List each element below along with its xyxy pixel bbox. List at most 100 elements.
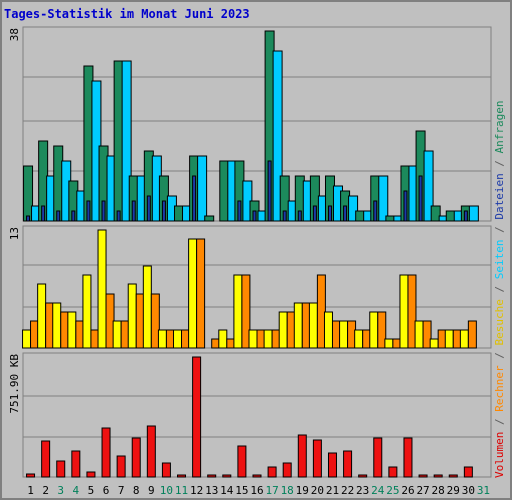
bar-visits-besuche-day-14 — [218, 329, 228, 349]
bar-visits-besuche-day-10 — [157, 329, 167, 349]
bar-hits-dateien-day-24 — [378, 175, 389, 222]
bar-hits-seiten-day-9 — [146, 195, 151, 222]
bar-volume-volumen-day-29 — [448, 474, 458, 478]
bar-hits-seiten-day-21 — [327, 205, 332, 222]
day-label-26: 26 — [401, 484, 414, 497]
bar-visits-besuche-day-12 — [188, 238, 198, 349]
bar-volume-volumen-day-25 — [388, 466, 398, 478]
bar-volume-volumen-day-2 — [41, 440, 51, 478]
plot-area-volume — [22, 352, 492, 478]
bar-hits-seiten-day-30 — [463, 210, 468, 222]
bar-volume-volumen-day-15 — [237, 445, 247, 478]
bar-volume-volumen-day-17 — [267, 466, 277, 478]
day-label-21: 21 — [326, 484, 339, 497]
legend-part-separator-9: / — [493, 153, 506, 173]
bar-hits-seiten-day-7 — [116, 210, 121, 222]
bar-visits-besuche-day-28 — [429, 338, 439, 349]
day-label-29: 29 — [447, 484, 460, 497]
bar-hits-seiten-day-16 — [252, 210, 257, 222]
bar-hits-seiten-day-15 — [237, 200, 242, 222]
day-label-5: 5 — [88, 484, 95, 497]
legend-part-seiten: Seiten — [493, 240, 506, 280]
bar-hits-dateien-day-17 — [272, 50, 283, 222]
bar-visits-besuche-day-25 — [384, 338, 394, 349]
day-label-6: 6 — [103, 484, 110, 497]
legend-part-rechner: Rechner — [493, 365, 506, 412]
day-label-13: 13 — [205, 484, 218, 497]
day-label-1: 1 — [27, 484, 34, 497]
day-label-20: 20 — [311, 484, 324, 497]
day-label-12: 12 — [190, 484, 203, 497]
legend-part-separator-1: / — [493, 412, 506, 432]
bar-volume-volumen-day-1 — [26, 473, 36, 478]
bar-hits-anfragen-day-28 — [430, 205, 441, 222]
day-label-15: 15 — [235, 484, 248, 497]
chart-title: Tages-Statistik im Monat Juni 2023 — [4, 7, 250, 21]
series-legend-label: Volumen / Rechner / Besuche / Seiten / D… — [493, 100, 506, 478]
bar-hits-dateien-day-30 — [468, 205, 479, 222]
bar-hits-dateien-day-7 — [121, 60, 132, 222]
day-label-25: 25 — [386, 484, 399, 497]
bar-visits-besuche-day-22 — [339, 320, 349, 349]
legend-part-volumen: Volumen — [493, 432, 506, 478]
bar-hits-seiten-day-8 — [131, 200, 136, 222]
bar-visits-besuche-day-29 — [444, 329, 454, 349]
day-label-24: 24 — [371, 484, 385, 497]
bar-hits-seiten-day-6 — [101, 200, 106, 222]
bar-visits-rechner-day-24 — [377, 311, 387, 349]
bar-hits-seiten-day-20 — [312, 205, 317, 222]
bar-hits-seiten-day-3 — [56, 210, 61, 222]
day-label-23: 23 — [356, 484, 369, 497]
day-label-18: 18 — [281, 484, 294, 497]
bar-hits-seiten-day-4 — [71, 210, 76, 222]
bar-visits-besuche-day-6 — [97, 229, 107, 349]
bar-hits-anfragen-day-13 — [204, 215, 215, 222]
y-max-label-visits: 13 — [8, 227, 21, 240]
bar-hits-seiten-day-27 — [418, 175, 423, 222]
bar-volume-volumen-day-20 — [312, 439, 322, 478]
bar-visits-besuche-day-21 — [323, 311, 333, 349]
bar-volume-volumen-day-7 — [116, 455, 126, 478]
bar-volume-volumen-day-5 — [86, 471, 96, 478]
bar-hits-seiten-day-1 — [26, 215, 31, 222]
bar-volume-volumen-day-12 — [192, 356, 202, 478]
legend-part-separator-5: / — [493, 279, 506, 299]
bar-visits-besuche-day-15 — [233, 274, 243, 349]
bar-visits-besuche-day-8 — [127, 283, 137, 349]
bar-volume-volumen-day-11 — [177, 474, 187, 478]
day-label-7: 7 — [118, 484, 125, 497]
bar-visits-besuche-day-3 — [52, 302, 62, 349]
day-label-17: 17 — [265, 484, 278, 497]
day-label-30: 30 — [462, 484, 475, 497]
bar-volume-volumen-day-9 — [146, 425, 156, 478]
bar-visits-rechner-day-12 — [196, 238, 206, 349]
bar-visits-rechner-day-26 — [407, 274, 417, 349]
day-label-22: 22 — [341, 484, 354, 497]
legend-part-dateien: Dateien — [493, 173, 506, 219]
day-label-28: 28 — [432, 484, 445, 497]
bar-volume-volumen-day-28 — [433, 474, 443, 478]
bar-visits-besuche-day-1 — [22, 329, 32, 349]
bar-visits-rechner-day-9 — [150, 293, 160, 349]
day-label-3: 3 — [57, 484, 64, 497]
bar-hits-seiten-day-2 — [41, 205, 46, 222]
bar-volume-volumen-day-27 — [418, 474, 428, 478]
bar-visits-besuche-day-30 — [459, 329, 469, 349]
bar-volume-volumen-day-23 — [358, 474, 368, 478]
bar-hits-seiten-day-17 — [267, 160, 272, 222]
bar-visits-besuche-day-4 — [67, 311, 77, 349]
bar-volume-volumen-day-26 — [403, 437, 413, 478]
bar-visits-rechner-day-27 — [422, 320, 432, 349]
bar-volume-volumen-day-4 — [71, 450, 81, 478]
bar-visits-besuche-day-19 — [293, 302, 303, 349]
day-label-19: 19 — [296, 484, 309, 497]
bar-hits-seiten-day-10 — [161, 200, 166, 222]
bar-visits-rechner-day-30 — [467, 320, 477, 349]
bar-visits-besuche-day-20 — [308, 302, 318, 349]
bar-hits-seiten-day-24 — [373, 200, 378, 222]
bar-volume-volumen-day-19 — [297, 434, 307, 478]
day-label-9: 9 — [148, 484, 155, 497]
day-label-31: 31 — [477, 484, 490, 497]
bar-hits-dateien-day-27 — [423, 150, 434, 222]
